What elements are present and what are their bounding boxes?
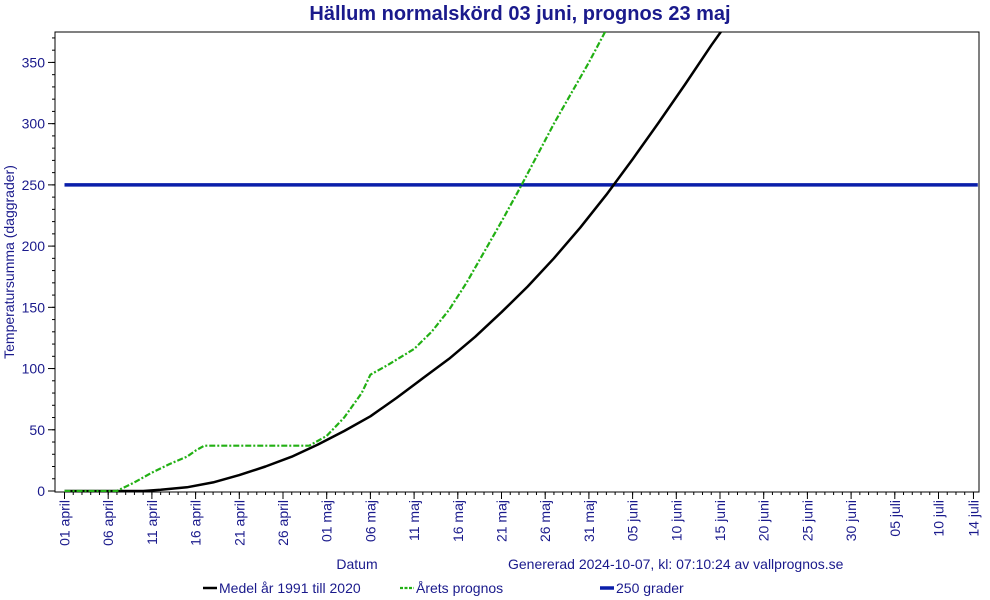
y-tick-label: 150 <box>22 299 46 315</box>
generated-footer: Genererad 2024-10-07, kl: 07:10:24 av va… <box>508 556 844 572</box>
y-tick-label: 350 <box>22 54 46 70</box>
x-tick-label: 01 maj <box>319 500 335 542</box>
y-tick-label: 250 <box>22 177 46 193</box>
x-tick-label: 30 juni <box>843 500 859 541</box>
x-tick-label: 25 juni <box>799 500 815 541</box>
x-tick-label: 21 april <box>231 500 247 546</box>
x-tick-label: 26 maj <box>537 500 553 542</box>
x-tick-label: 06 maj <box>362 500 378 542</box>
x-tick-label: 26 april <box>275 500 291 546</box>
plot-frame <box>54 31 980 493</box>
series-line-0 <box>64 32 723 492</box>
x-tick-label: 01 april <box>57 500 73 546</box>
x-tick-label: 16 maj <box>450 500 466 542</box>
legend-label-1: Årets prognos <box>416 580 503 596</box>
x-tick-label: 06 april <box>100 500 116 546</box>
series-line-1 <box>64 32 607 492</box>
y-tick-label: 100 <box>22 361 46 377</box>
y-axis-ticks: 0 50 100 150 200 250 300 350 <box>22 37 55 499</box>
x-tick-label: 11 maj <box>406 500 422 541</box>
y-tick-label: 0 <box>37 483 45 499</box>
x-tick-label: 15 juni <box>712 500 728 541</box>
x-tick-label: 21 maj <box>494 500 510 542</box>
x-axis-ticks: 01 april 06 april 11 april 16 april 21 april… <box>57 492 981 546</box>
x-tick-label: 10 juni <box>668 500 684 541</box>
x-tick-label: 16 april <box>188 500 204 546</box>
x-tick-label: 05 juni <box>625 500 641 541</box>
chart-title: Hällum normalskörd 03 juni, prognos 23 m… <box>309 3 730 25</box>
series-layer <box>64 32 978 492</box>
y-tick-label: 200 <box>22 238 46 254</box>
y-tick-label: 50 <box>29 422 45 438</box>
x-tick-label: 20 juni <box>756 500 772 541</box>
x-tick-label: 11 april <box>144 500 160 545</box>
x-tick-label: 05 juli <box>887 500 903 537</box>
legend-label-2: 250 grader <box>616 580 684 596</box>
legend-label-0: Medel år 1991 till 2020 <box>219 580 361 596</box>
x-tick-label: 14 juli <box>965 500 981 537</box>
x-tick-label: 10 juli <box>931 500 947 537</box>
x-axis-label: Datum <box>336 556 377 572</box>
legend: Medel år 1991 till 2020 Årets prognos 250 … <box>203 580 684 596</box>
y-axis-label: Temperatursumma (daggrader) <box>1 165 17 359</box>
x-tick-label: 31 maj <box>581 500 597 542</box>
y-tick-label: 300 <box>22 116 46 132</box>
